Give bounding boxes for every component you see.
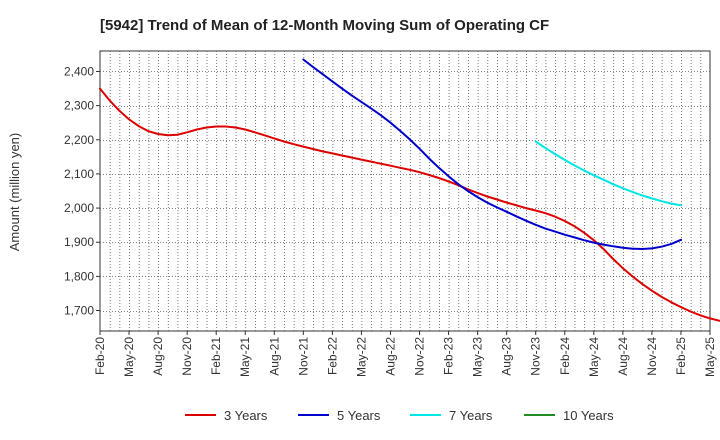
y-axis-label: Amount (million yen) [7,133,22,252]
x-tick-label: Aug-21 [267,337,281,376]
series-line-3-years [99,87,720,322]
x-tick-label: May-21 [238,337,252,377]
x-tick-label: Nov-24 [645,337,659,376]
x-tick-label: Feb-22 [325,337,339,375]
x-tick-label: Aug-22 [384,337,398,376]
x-tick-label: Feb-25 [674,337,688,375]
series-line-7-years [534,140,682,207]
series-line-5-years [302,58,682,250]
y-tick-label: 1,800 [64,269,94,283]
x-tick-label: Nov-23 [529,337,543,376]
x-tick-label: Aug-23 [500,337,514,376]
x-tick-label: Nov-22 [413,337,427,376]
x-tick-label: May-24 [587,337,601,377]
x-tick-label: Feb-20 [93,337,107,375]
y-axis: 1,700 1,800 1,900 2,000 2,100 2,200 2,300 2,400 [64,64,100,318]
x-tick-label: Nov-20 [180,337,194,376]
plot-frame [99,50,711,332]
plot-area [99,50,711,332]
y-tick-label: 2,300 [64,99,94,113]
x-tick-label: May-22 [354,337,368,377]
x-tick-label: Nov-21 [296,337,310,376]
legend-label-5-years: 5 Years [337,408,381,423]
y-tick-label: 2,400 [64,64,94,78]
x-tick-label: May-20 [122,337,136,377]
x-tick-label: May-23 [471,337,485,377]
y-tick-label: 2,000 [64,201,94,215]
y-tick-label: 2,200 [64,133,94,147]
x-tick-label: Aug-24 [616,337,630,376]
y-tick-label: 1,700 [64,304,94,318]
y-tick-label: 1,900 [64,235,94,249]
x-axis: Feb-20 May-20 Aug-20 Nov-20 Feb-21 May-21 Aug-… [93,331,717,377]
legend-label-3-years: 3 Years [224,408,268,423]
x-tick-label: Feb-24 [558,337,572,375]
y-tick-label: 2,100 [64,167,94,181]
legend-label-10-years: 10 Years [563,408,614,423]
x-tick-label: May-25 [703,337,717,377]
x-tick-label: Feb-21 [209,337,223,375]
chart-title: [5942] Trend of Mean of 12-Month Moving … [100,17,549,34]
legend: 3 Years 5 Years 7 Years 10 Years [185,408,614,423]
x-tick-label: Aug-20 [151,337,165,376]
series-layer [99,58,720,322]
legend-label-7-years: 7 Years [449,408,493,423]
x-tick-label: Feb-23 [442,337,456,375]
